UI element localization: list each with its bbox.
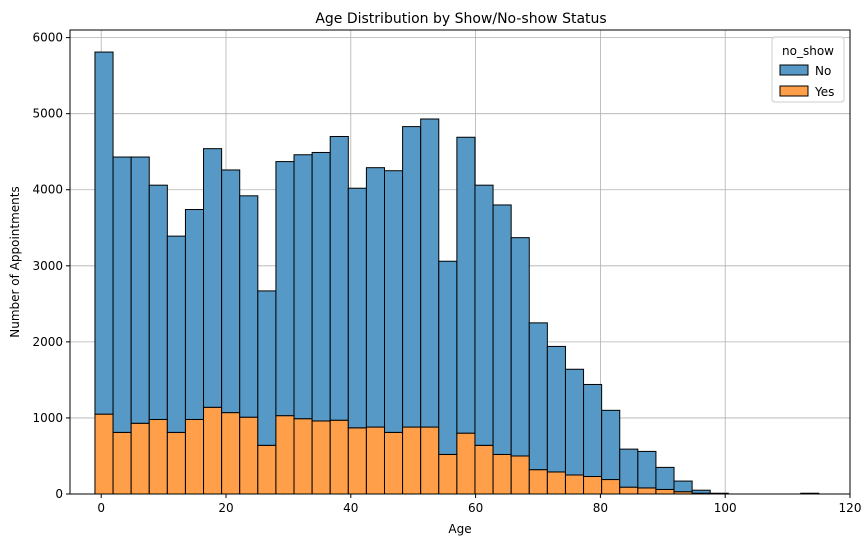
bar-yes bbox=[564, 474, 585, 495]
y-tick-label: 5000 bbox=[32, 107, 63, 121]
bar-yes bbox=[474, 444, 494, 495]
y-tick-label: 3000 bbox=[32, 259, 63, 273]
legend-label-yes: Yes bbox=[814, 85, 834, 99]
bar-yes bbox=[365, 426, 385, 495]
y-tick-label: 2000 bbox=[32, 335, 63, 349]
bar-no bbox=[673, 480, 693, 493]
bar-yes bbox=[148, 418, 168, 495]
bar-yes bbox=[347, 427, 367, 495]
x-tick-label: 60 bbox=[468, 501, 483, 515]
bar-yes bbox=[619, 486, 639, 495]
bar-yes bbox=[329, 419, 349, 495]
bar-no bbox=[438, 260, 458, 455]
bar-yes bbox=[438, 453, 458, 495]
bar-yes bbox=[311, 420, 331, 495]
bar-yes bbox=[492, 453, 512, 495]
bar-yes bbox=[94, 413, 114, 495]
x-tick-label: 40 bbox=[343, 501, 358, 515]
bar-yes bbox=[112, 431, 132, 495]
bar-no bbox=[655, 466, 675, 490]
bar-no bbox=[166, 235, 186, 433]
bar-yes bbox=[601, 479, 621, 495]
bar-no bbox=[239, 195, 259, 418]
bar-no bbox=[583, 383, 603, 478]
bar-yes bbox=[510, 455, 530, 495]
bar-yes bbox=[257, 444, 277, 495]
bar-yes bbox=[203, 406, 223, 495]
x-tick-label: 100 bbox=[714, 501, 737, 515]
bar-no bbox=[94, 51, 114, 415]
bar-no bbox=[293, 154, 313, 420]
bar-no bbox=[528, 322, 548, 471]
bar-no bbox=[637, 450, 657, 489]
bar-no bbox=[510, 237, 530, 457]
x-tick-label: 20 bbox=[218, 501, 233, 515]
plot-frame bbox=[69, 29, 851, 495]
bar-no bbox=[564, 368, 585, 476]
bar-yes bbox=[583, 476, 603, 495]
bar-no bbox=[311, 151, 331, 422]
legend-label-no: No bbox=[815, 64, 831, 78]
bar-yes bbox=[420, 426, 440, 495]
bar-yes bbox=[383, 431, 404, 495]
bar-no bbox=[329, 135, 349, 421]
y-tick-label: 4000 bbox=[32, 183, 63, 197]
bar-no bbox=[148, 184, 168, 420]
legend-swatch-yes bbox=[779, 85, 809, 97]
x-tick-label: 120 bbox=[839, 501, 862, 515]
bar-yes bbox=[221, 412, 241, 495]
x-tick-label: 0 bbox=[97, 501, 105, 515]
x-ticks: 0 20 40 60 80 100 120 bbox=[97, 494, 861, 515]
bar-no bbox=[492, 204, 512, 455]
bar-no bbox=[275, 161, 295, 417]
bar-yes bbox=[402, 426, 422, 495]
bar-no bbox=[347, 187, 367, 429]
bar-no bbox=[383, 170, 404, 433]
legend-title: no_show bbox=[782, 44, 834, 58]
bar-yes bbox=[275, 415, 295, 495]
bar-no bbox=[221, 169, 241, 414]
bar-no bbox=[601, 409, 621, 481]
y-ticks: 0 1000 2000 3000 4000 5000 6000 bbox=[32, 31, 70, 501]
bar-yes bbox=[546, 471, 566, 495]
bar-no bbox=[203, 148, 223, 408]
bar-yes bbox=[130, 422, 150, 495]
x-axis-label: Age bbox=[448, 522, 471, 536]
bar-no bbox=[691, 489, 711, 494]
bar-yes bbox=[166, 431, 186, 495]
bar-no bbox=[420, 118, 440, 428]
bar-no bbox=[257, 290, 277, 446]
y-tick-label: 6000 bbox=[32, 31, 63, 45]
bar-yes bbox=[637, 487, 657, 495]
bar-no bbox=[619, 448, 639, 488]
bar-yes bbox=[239, 416, 259, 495]
chart-title: Age Distribution by Show/No-show Status bbox=[315, 11, 606, 27]
legend-swatch-no bbox=[779, 64, 809, 76]
bar-yes bbox=[293, 418, 313, 495]
bar-yes bbox=[655, 488, 675, 495]
bar-no bbox=[365, 167, 385, 428]
y-axis-label: Number of Appointments bbox=[8, 186, 22, 337]
bar-no bbox=[112, 156, 132, 433]
bar-no bbox=[184, 209, 205, 420]
bar-no bbox=[456, 136, 476, 434]
bar-yes bbox=[184, 418, 205, 495]
bars bbox=[94, 51, 820, 495]
bar-no bbox=[546, 345, 566, 473]
legend: no_show No Yes bbox=[771, 36, 845, 103]
bar-no bbox=[474, 184, 494, 446]
bar-yes bbox=[528, 469, 548, 495]
bar-no bbox=[130, 156, 150, 424]
x-tick-label: 80 bbox=[593, 501, 608, 515]
y-tick-label: 0 bbox=[55, 487, 63, 501]
bar-yes bbox=[456, 432, 476, 495]
y-tick-label: 1000 bbox=[32, 411, 63, 425]
bar-no bbox=[402, 126, 422, 428]
